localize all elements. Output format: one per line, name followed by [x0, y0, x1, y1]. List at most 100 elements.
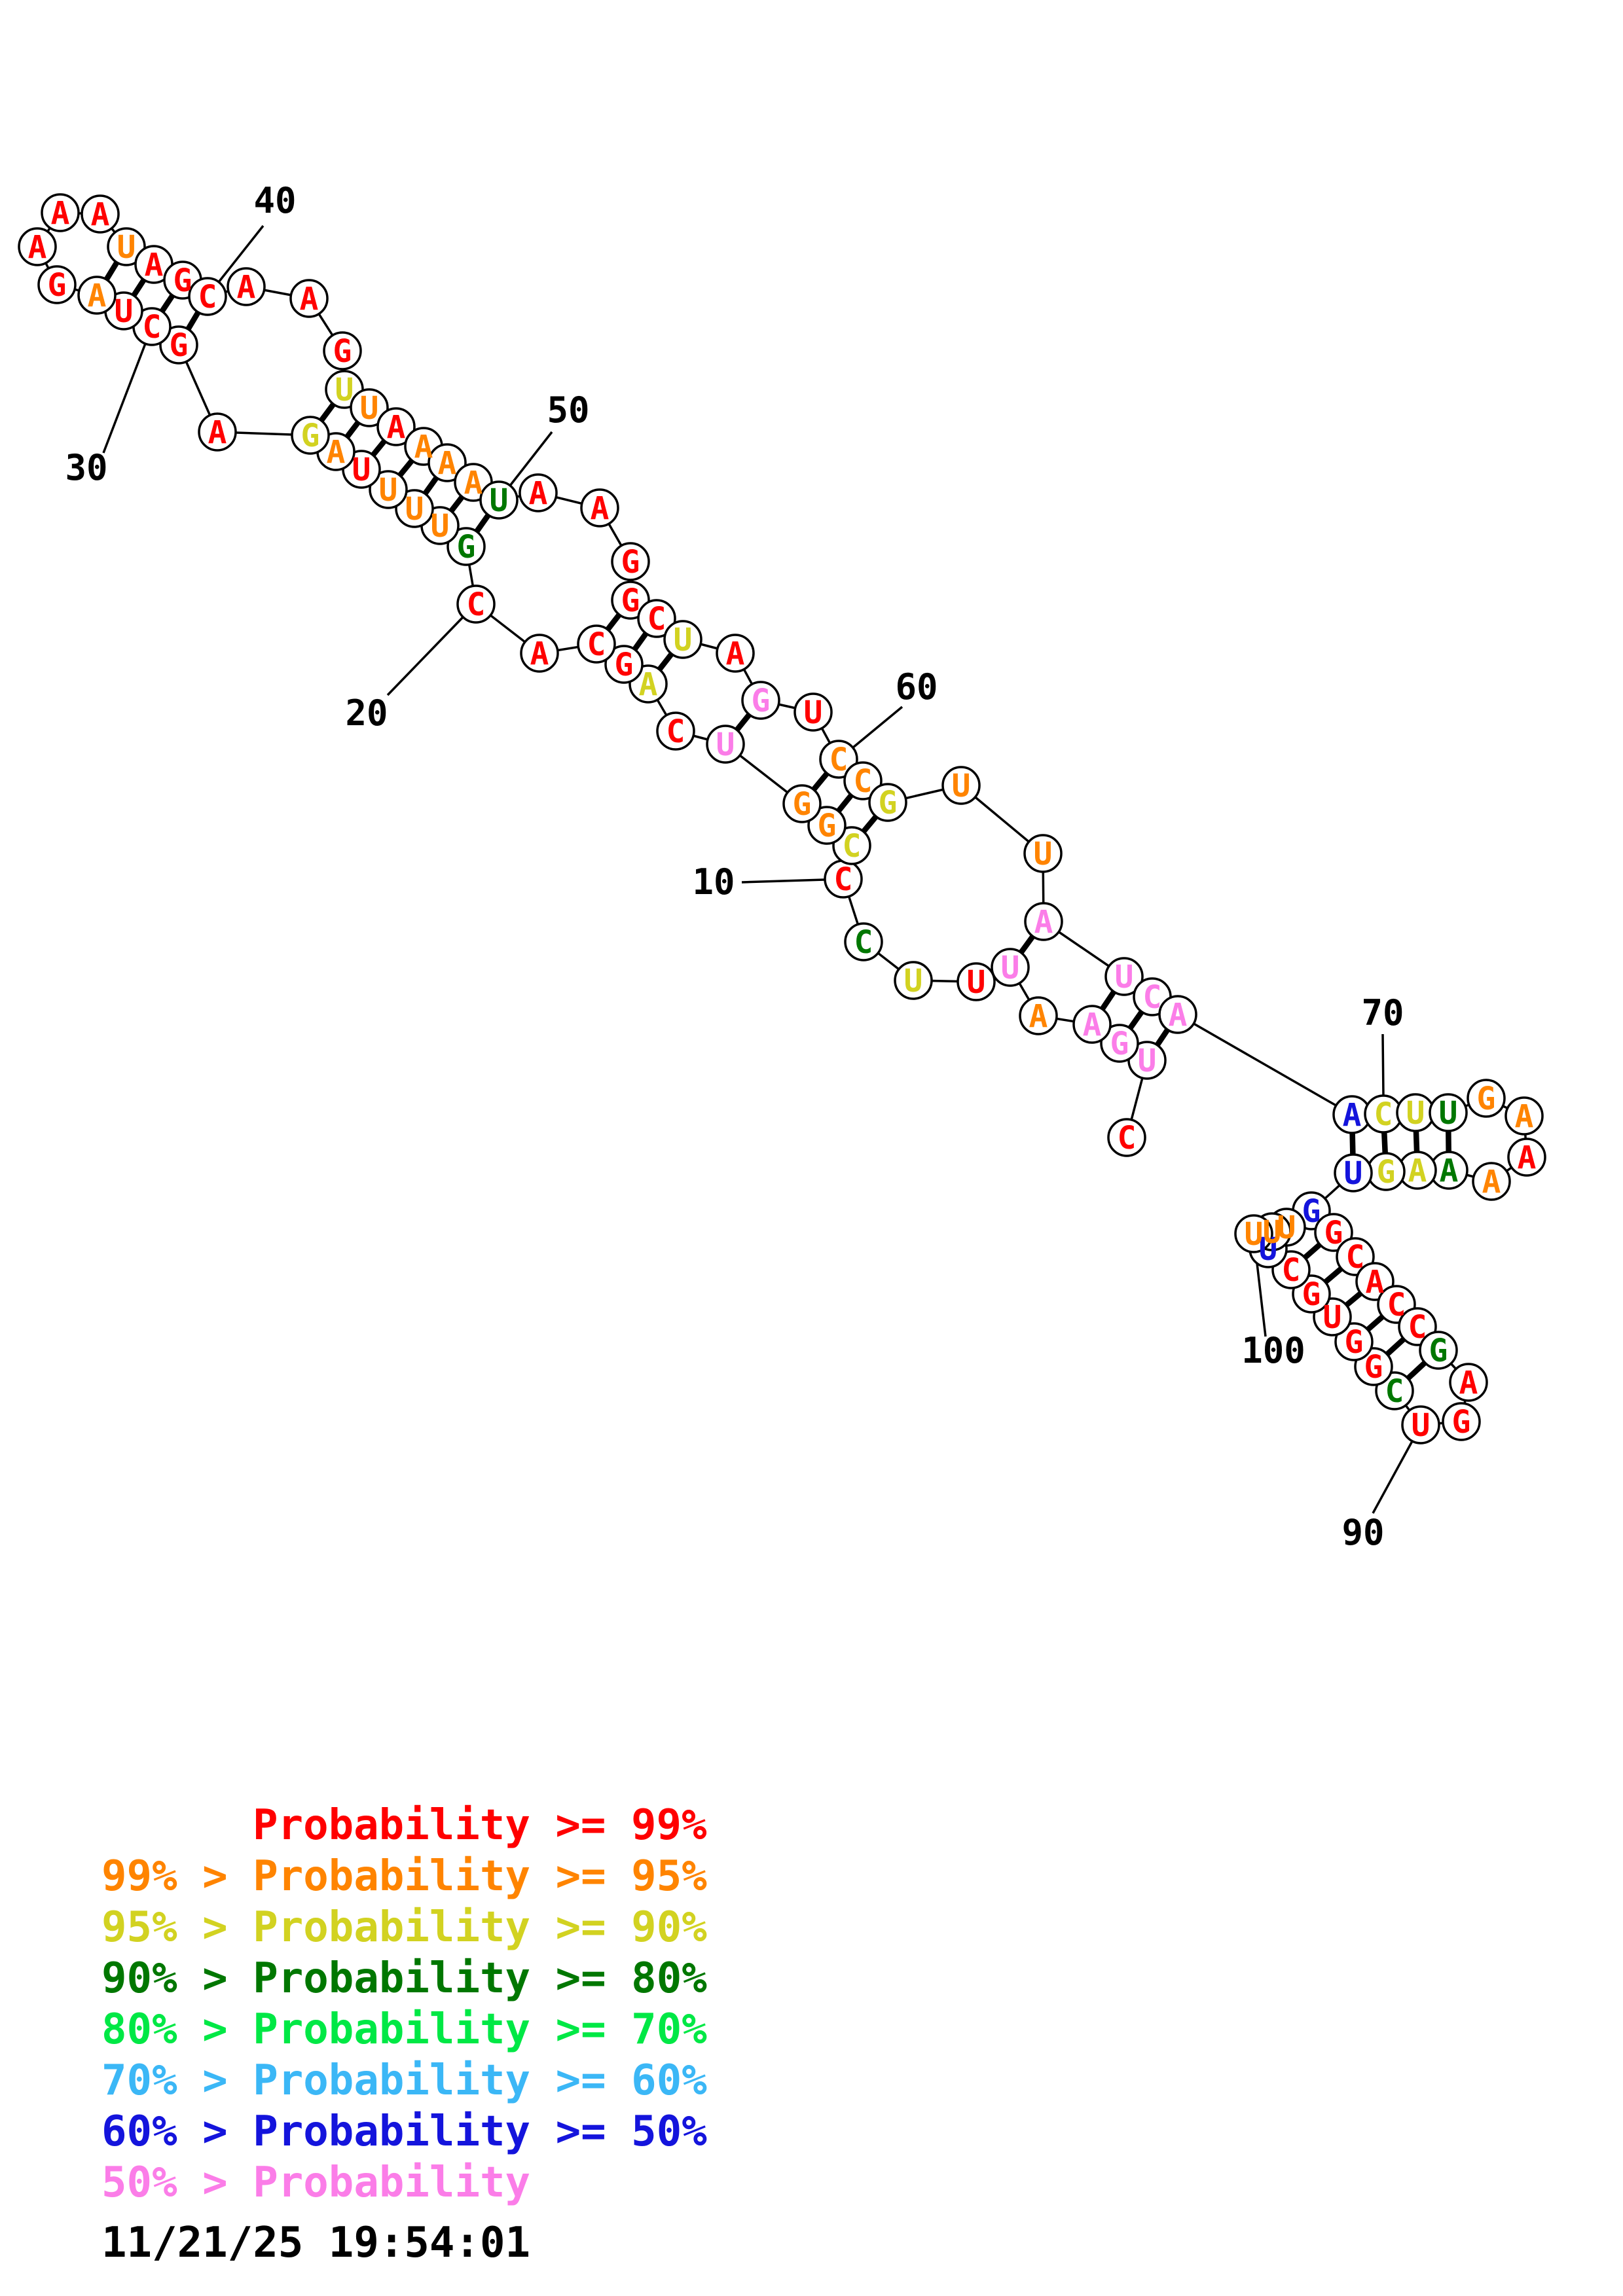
nucleotide-base: U — [952, 768, 971, 804]
nucleotide-circle — [844, 922, 883, 961]
nucleotide-base: C — [1346, 1239, 1365, 1276]
nucleotide-base: C — [854, 924, 873, 961]
position-number: 100 — [1241, 1330, 1305, 1371]
nucleotide-circle — [519, 473, 558, 512]
nucleotide-base: A — [237, 269, 256, 306]
nucleotide-base: A — [464, 465, 483, 501]
nucleotide-base: U — [804, 694, 823, 731]
nucleotide-base: C — [1282, 1252, 1301, 1289]
nucleotide-circle — [663, 620, 702, 659]
nucleotide-circle — [868, 783, 907, 822]
nucleotide-circle — [716, 634, 755, 673]
position-number: 70 — [1361, 992, 1404, 1033]
nucleotide-circle — [1507, 1138, 1546, 1177]
nucleotide-circle — [604, 645, 644, 684]
nucleotide-base: C — [830, 742, 848, 778]
nucleotide-base: C — [1118, 1120, 1137, 1157]
nucleotide-circle — [188, 277, 227, 316]
nucleotide-base: G — [1477, 1081, 1496, 1117]
nucleotide-base: G — [1429, 1333, 1448, 1369]
nucleotide-circle — [159, 325, 198, 365]
nucleotide-base: G — [793, 786, 812, 823]
nucleotide-base: A — [1034, 904, 1053, 941]
nucleotide-circle — [447, 527, 486, 566]
nucleotide-base: U — [904, 963, 923, 999]
nucleotide-base: C — [666, 713, 685, 750]
nucleotide-base: A — [1408, 1153, 1427, 1189]
nucleotide-base: A — [387, 409, 406, 446]
nucleotide-base: A — [28, 229, 47, 266]
timestamp-text: 11/21/25 19:54:01 — [101, 2219, 530, 2267]
nucleotide-circle — [1504, 1096, 1544, 1136]
nucleotide-base: G — [457, 529, 476, 565]
nucleotide-base: G — [1302, 1193, 1321, 1230]
nucleotide-circle — [580, 488, 619, 528]
nucleotide-base: U — [1138, 1043, 1157, 1079]
number-pointer-lines — [102, 224, 1413, 1514]
nucleotide-base: U — [1263, 1214, 1282, 1251]
nucleotide-circle — [1072, 1005, 1112, 1044]
nucleotide-circle — [637, 599, 676, 638]
legend-row: 50% > Probability — [101, 2159, 530, 2207]
position-number: 50 — [547, 389, 589, 431]
nucleotide-circle — [741, 681, 780, 720]
nucleotide-circle — [656, 711, 695, 751]
nucleotide-base: G — [301, 418, 320, 454]
nucleotide-circle — [1100, 1024, 1139, 1063]
nucleotide-base: G — [1302, 1276, 1321, 1313]
nucleotide-circle — [41, 193, 80, 232]
nucleotide-circle — [456, 584, 496, 624]
nucleotide-circle — [1107, 1118, 1146, 1157]
nucleotide-base: C — [1374, 1096, 1393, 1133]
nucleotide-circle — [520, 634, 559, 673]
nucleotide-base: A — [51, 195, 70, 232]
nucleotide-base: A — [1459, 1365, 1478, 1401]
number-pointer-line — [741, 878, 826, 884]
nucleotide-base: U — [352, 452, 371, 488]
nucleotide-base: G — [170, 327, 189, 364]
nucleotide-circle — [1314, 1213, 1353, 1252]
number-pointer-line — [217, 224, 264, 283]
legend-row: 70% > Probability >= 60% — [101, 2056, 707, 2105]
nucleotide-base: U — [1439, 1095, 1458, 1132]
nucleotide-circle — [1234, 1214, 1273, 1253]
nucleotide-base: G — [621, 544, 640, 581]
position-number: 20 — [345, 692, 388, 734]
nucleotide-base: A — [208, 414, 227, 451]
nucleotide-base: U — [1034, 836, 1053, 872]
nucleotide-circle — [1023, 834, 1063, 873]
nucleotide-base: A — [1440, 1153, 1459, 1189]
nucleotide-base: G — [1377, 1154, 1396, 1191]
legend-row: 95% > Probability >= 90% — [101, 1903, 707, 1952]
nucleotide-circle — [227, 267, 266, 306]
nucleotide-circle — [376, 407, 416, 446]
nucleotide-base: A — [1169, 997, 1188, 1033]
position-number-labels: 10 20 30 40 50 60 70 90 100 — [65, 180, 1404, 1553]
nucleotide-circle — [198, 412, 237, 452]
nucleotide-circle — [807, 806, 847, 845]
nucleotide-base: A — [591, 490, 610, 527]
probability-legend: Probability >= 99%99% > Probability >= 9… — [101, 1801, 707, 2207]
nucleotide-circle — [991, 948, 1030, 987]
nucleotide-circle — [107, 227, 146, 266]
nucleotide-base: U — [1323, 1299, 1342, 1336]
position-number: 40 — [253, 180, 296, 221]
nucleotide-circle — [37, 265, 77, 304]
nucleotide-base: G — [1364, 1349, 1383, 1386]
nucleotide-circle — [428, 443, 467, 482]
nucleotide-circle — [369, 470, 408, 509]
nucleotide-circle — [291, 416, 330, 455]
legend-row: 90% > Probability >= 80% — [101, 1954, 707, 2003]
nucleotide-base: A — [414, 429, 433, 465]
nucleotide-base: A — [1518, 1139, 1537, 1176]
nucleotide-base: G — [1324, 1215, 1343, 1251]
nucleotide-circle — [793, 692, 833, 732]
nucleotide-base: A — [300, 281, 319, 317]
nucleotide-base: A — [438, 445, 457, 482]
nucleotide-base: U — [431, 508, 450, 545]
nucleotide-base: C — [854, 763, 873, 800]
nucleotide-base: U — [1259, 1231, 1278, 1268]
number-pointer-line — [386, 616, 464, 696]
nucleotide-circle — [81, 194, 120, 234]
